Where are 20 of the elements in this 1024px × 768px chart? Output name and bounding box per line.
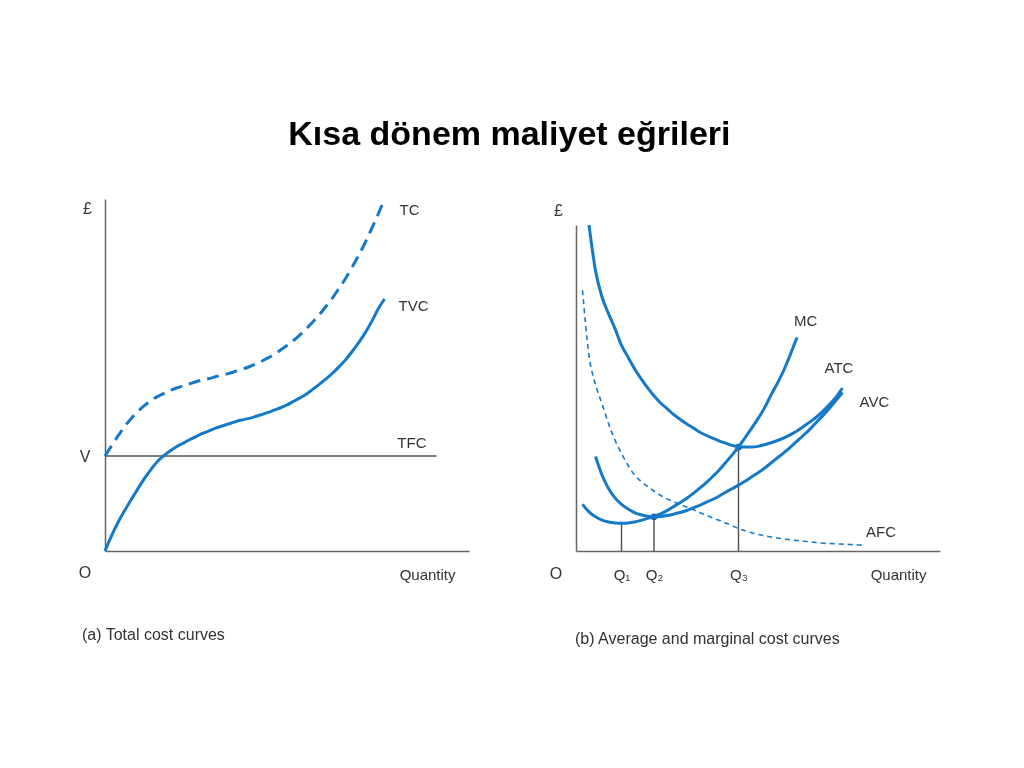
x-axis-title: Quantity [870, 565, 927, 583]
series-label: TC [399, 201, 420, 218]
series-label: TVC [398, 296, 429, 314]
y-axis-title: £ [83, 199, 93, 217]
series-label: ATC [824, 359, 854, 376]
x-axis-title: Quantity [399, 565, 456, 583]
text: (b) Average and marginal cost curves [575, 630, 840, 647]
x-tick-label: Q₁ [613, 565, 631, 583]
text: V [79, 448, 91, 465]
series-label: MC [794, 312, 818, 330]
series-label: TFC [397, 433, 427, 451]
text: (a) Total cost curves [82, 626, 225, 643]
y-axis-title: £ [554, 201, 564, 219]
chart-title: Kısa dönem maliyet eğrileri [288, 114, 731, 152]
series-label: AVC [859, 392, 890, 410]
text: O [78, 564, 92, 581]
series-label: AFC [866, 523, 897, 541]
text: O [549, 565, 563, 582]
x-tick-label: Q₃ [730, 565, 748, 583]
x-tick-label: Q₂ [645, 565, 664, 583]
